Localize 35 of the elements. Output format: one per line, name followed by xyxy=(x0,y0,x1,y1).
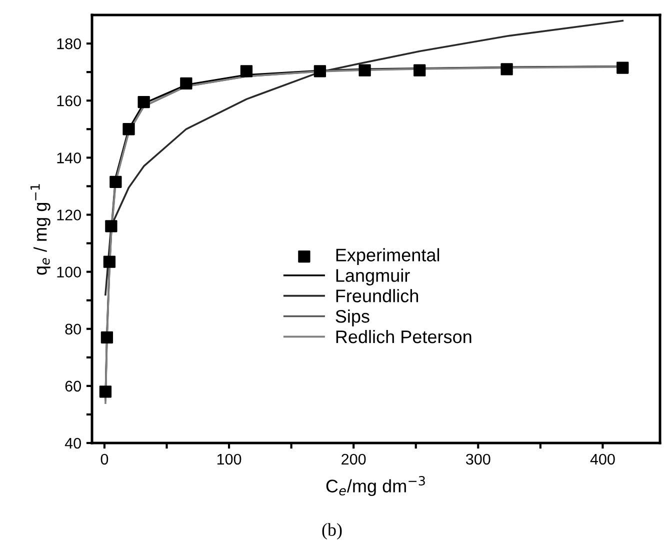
text: (b) xyxy=(322,523,342,540)
y-tick-label: 140 xyxy=(57,152,81,164)
legend-label: Sips xyxy=(336,310,370,326)
x-tick-label: 0 xyxy=(100,454,108,465)
legend-label: Redlich Peterson xyxy=(336,330,472,344)
point xyxy=(105,220,118,232)
x-tick-label: 400 xyxy=(590,454,615,465)
y-tick-label: 60 xyxy=(65,380,81,392)
x-tick-label: 100 xyxy=(217,454,242,465)
point xyxy=(103,256,116,268)
y-tick-label: 100 xyxy=(57,266,81,278)
legend-label: Experimental xyxy=(336,248,440,266)
legend-label: Langmuir xyxy=(336,268,410,286)
point xyxy=(180,77,192,90)
y-tick-label: 120 xyxy=(57,210,81,220)
legend-label: Freundlich xyxy=(336,289,418,302)
y-tick-label: 180 xyxy=(57,38,81,50)
point xyxy=(500,63,513,76)
point xyxy=(240,65,253,78)
point xyxy=(138,96,150,108)
point xyxy=(122,123,135,136)
point xyxy=(99,386,112,398)
y-tick-label: 160 xyxy=(57,95,81,106)
point xyxy=(314,65,326,78)
point xyxy=(100,331,114,344)
x-axis-title: C$_{e}$/mg dm$^{−3}$ xyxy=(326,476,425,496)
point xyxy=(110,176,122,188)
point xyxy=(414,64,426,76)
y-tick-label: 80 xyxy=(65,324,81,335)
point xyxy=(358,64,371,76)
point xyxy=(616,62,629,74)
y-tick-label: 40 xyxy=(64,438,81,449)
x-tick-label: 300 xyxy=(466,454,490,465)
y-axis-title: q$_{e}$ / mg g$^{−1}$ xyxy=(30,184,50,275)
x-tick-label: 200 xyxy=(342,454,366,465)
